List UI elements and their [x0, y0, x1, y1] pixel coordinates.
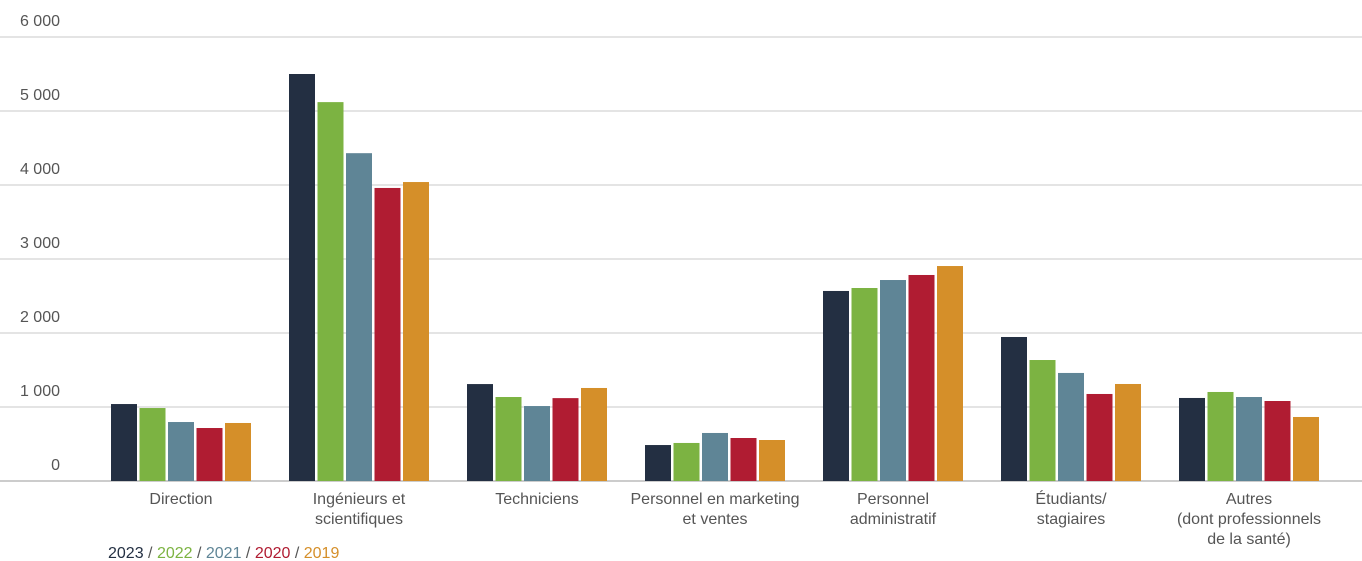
y-tick-label: 4 000: [20, 161, 60, 178]
bar: [581, 387, 607, 481]
bar: [673, 442, 700, 481]
legend-entry: 2023: [108, 545, 144, 561]
x-tick-label-line: administratif: [850, 511, 937, 528]
bar: [1264, 401, 1291, 481]
bar: [552, 398, 579, 481]
x-tick-label-line: Étudiants/: [1035, 489, 1107, 508]
bar: [139, 408, 166, 481]
bar: [317, 102, 344, 482]
x-tick-label: Étudiants/stagiaires: [1035, 489, 1107, 528]
legend: 2023 / 2022 / 2021 / 2020 / 2019: [108, 545, 339, 561]
legend-entry: 2022: [157, 545, 193, 561]
x-tick-label-line: Autres: [1226, 491, 1272, 508]
x-tick-label-line: stagiaires: [1037, 511, 1105, 528]
bar: [225, 422, 251, 481]
bar: [111, 404, 137, 481]
y-tick-label: 3 000: [20, 235, 60, 252]
bar: [1207, 391, 1234, 481]
bar: [1293, 416, 1319, 481]
bar: [196, 428, 223, 481]
x-tick-label: Ingénieurs et scientifiques: [313, 491, 406, 528]
bar: [908, 274, 935, 481]
bar: [702, 432, 728, 481]
bar: [168, 422, 194, 481]
x-tick-label: Direction: [149, 491, 212, 508]
bar: [1179, 397, 1205, 481]
bar: [937, 266, 963, 481]
bar: [880, 280, 906, 481]
bar: [495, 397, 522, 481]
y-tick-label: 6 000: [20, 13, 60, 30]
x-tick-label-line: Ingénieurs et: [313, 491, 406, 508]
bar: [730, 438, 757, 481]
x-tick-label-line: Personnel: [857, 491, 929, 508]
bar: [759, 440, 785, 481]
x-tick-label: Personnel administratif: [850, 491, 937, 528]
x-tick-label-line: et ventes: [683, 511, 748, 528]
legend-entry: 2019: [304, 545, 340, 561]
bar: [1058, 372, 1084, 481]
bar: [374, 187, 401, 481]
legend-entry: 2021: [206, 545, 242, 561]
x-tick-label: Personnel en marketing et ventes: [631, 491, 800, 528]
y-tick-label: 0: [51, 457, 60, 474]
x-tick-label-line: scientifiques: [315, 511, 403, 528]
bar: [1029, 360, 1056, 481]
x-tick-label-line: Personnel en marketing: [631, 491, 800, 508]
x-tick-label-line: de la santé): [1207, 531, 1291, 548]
bar: [1001, 336, 1027, 481]
bar: [1115, 383, 1141, 481]
x-tick-label-line: (dont professionnels: [1177, 511, 1321, 528]
legend-separator: /: [144, 545, 157, 561]
y-tick-label: 5 000: [20, 87, 60, 104]
bar: [289, 74, 315, 481]
bar: [1086, 393, 1113, 481]
bar: [403, 182, 429, 482]
x-tick-label: Techniciens: [495, 491, 579, 508]
y-tick-label: 1 000: [20, 383, 60, 400]
bar: [346, 153, 372, 481]
bar: [851, 288, 878, 481]
legend-separator: /: [241, 545, 254, 561]
x-tick-label-line: Direction: [149, 491, 212, 508]
x-tick-label-line: Techniciens: [495, 491, 579, 508]
x-tick-label: Autres (dont professionnels de la santé): [1177, 491, 1321, 548]
bar: [823, 290, 849, 481]
y-tick-label: 2 000: [20, 309, 60, 326]
legend-separator: /: [290, 545, 303, 561]
bar: [645, 445, 671, 481]
legend-separator: /: [193, 545, 206, 561]
bar: [467, 384, 493, 481]
legend-entry: 2020: [255, 545, 291, 561]
bar: [1236, 397, 1262, 481]
bar: [524, 406, 550, 481]
